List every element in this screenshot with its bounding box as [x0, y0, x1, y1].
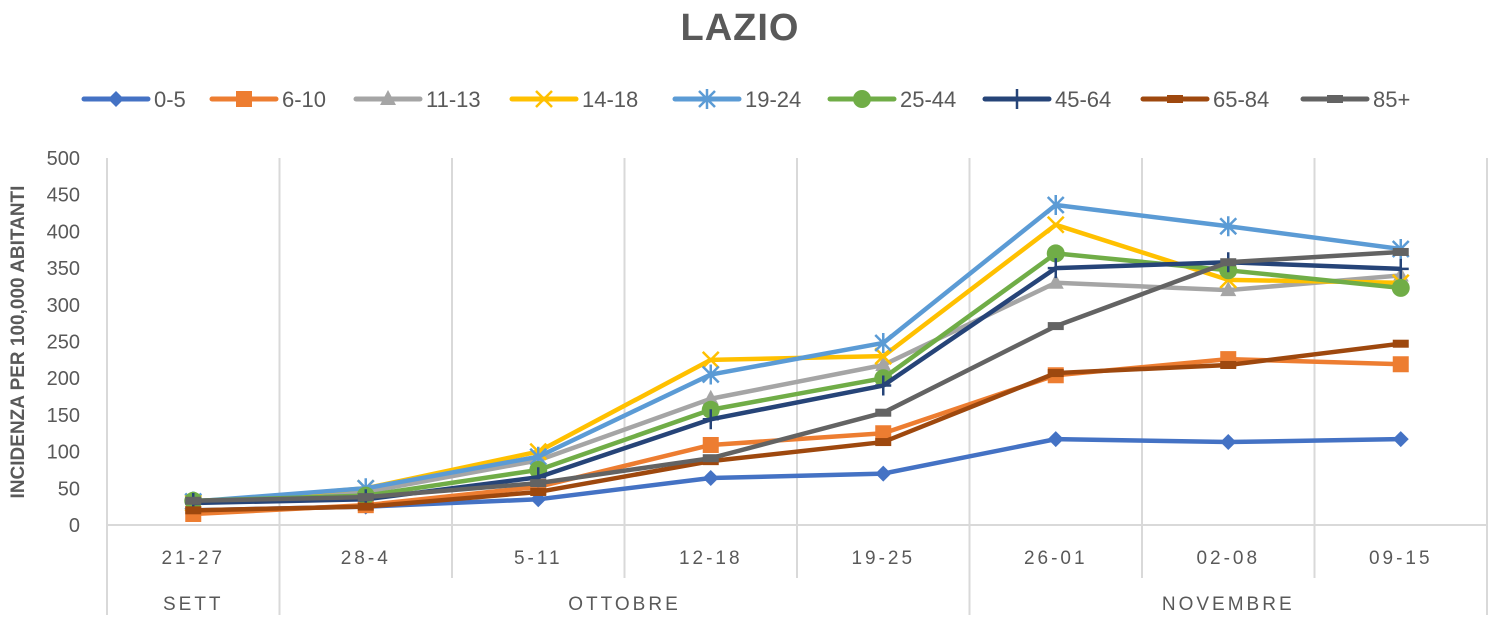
dash-marker — [1220, 360, 1237, 369]
dash-marker — [875, 438, 892, 447]
x-tick-label: 26-01 — [1024, 548, 1088, 569]
legend-item: 6-10 — [209, 87, 326, 112]
x-tick-label: 09-15 — [1369, 548, 1433, 569]
x-group-label: NOVEMBRE — [1162, 594, 1295, 615]
asterisk-marker — [874, 332, 893, 353]
legend-item: 14-18 — [509, 87, 638, 112]
square-marker — [875, 425, 892, 442]
legend-label: 19-24 — [745, 87, 801, 112]
x-tick-label: 12-18 — [679, 548, 743, 569]
dash-marker — [1167, 95, 1183, 103]
triangle-marker — [380, 90, 396, 105]
legend-label: 45-64 — [1055, 87, 1111, 112]
legend-item: 25-44 — [827, 87, 956, 112]
dash-marker — [357, 493, 374, 502]
legend-label: 0-5 — [154, 87, 186, 112]
legend-item: 19-24 — [672, 87, 801, 112]
square-marker — [702, 436, 719, 453]
dash-marker — [530, 479, 547, 488]
triangle-marker — [875, 355, 892, 371]
series-line — [193, 249, 1401, 504]
dash-marker — [1392, 247, 1409, 256]
legend-item: 11-13 — [353, 87, 481, 112]
diamond-marker — [108, 91, 124, 107]
legend-item: 65-84 — [1140, 87, 1269, 112]
legend-label: 65-84 — [1213, 87, 1269, 112]
y-tick-label: 50 — [58, 478, 80, 500]
dash-marker — [1220, 258, 1237, 267]
triangle-marker — [1220, 281, 1237, 297]
triangle-marker — [702, 389, 719, 405]
chart-title: LAZIO — [681, 7, 800, 49]
dash-marker — [1047, 322, 1064, 331]
y-tick-label: 150 — [47, 405, 80, 427]
diamond-marker — [1220, 434, 1237, 451]
x-tick-label: 5-11 — [514, 548, 563, 569]
y-tick-label: 300 — [47, 295, 80, 317]
plus-marker — [1392, 258, 1409, 279]
legend-label: 14-18 — [582, 87, 638, 112]
circle-marker — [853, 90, 871, 108]
dash-marker — [1327, 95, 1343, 103]
y-tick-label: 100 — [47, 442, 80, 464]
series-85+ — [185, 247, 1409, 505]
diamond-marker — [1392, 431, 1409, 448]
legend-item: 0-5 — [81, 87, 186, 112]
y-tick-label: 500 — [47, 148, 80, 170]
y-tick-label: 400 — [47, 221, 80, 243]
series-line — [193, 341, 1402, 513]
series-line — [193, 202, 1402, 504]
series-line — [193, 273, 1401, 506]
legend-label: 6-10 — [282, 87, 326, 112]
asterisk-marker — [1219, 216, 1238, 237]
y-tick-label: 200 — [47, 368, 80, 390]
asterisk-marker — [1046, 194, 1065, 215]
asterisk-marker — [698, 89, 716, 109]
plus-marker — [875, 375, 892, 396]
triangle-marker — [1047, 273, 1064, 289]
y-tick-label: 250 — [47, 332, 80, 354]
legend-item: 45-64 — [982, 87, 1111, 112]
square-marker — [1392, 356, 1409, 373]
diamond-marker — [875, 465, 892, 482]
x-tick-label: 19-25 — [851, 548, 915, 569]
x-group-label: SETT — [163, 594, 224, 615]
x-group-label: OTTOBRE — [568, 594, 681, 615]
x-marker — [1046, 215, 1065, 234]
x-tick-label: 02-08 — [1196, 548, 1260, 569]
legend-label: 25-44 — [900, 87, 956, 112]
legend-label: 85+ — [1373, 87, 1410, 112]
plus-marker — [702, 409, 719, 430]
y-tick-label: 350 — [47, 258, 80, 280]
circle-marker — [1046, 244, 1065, 263]
dash-marker — [1047, 369, 1064, 378]
y-tick-label: 450 — [47, 185, 80, 207]
y-tick-label: 0 — [69, 515, 80, 537]
y-axis-label: INCIDENZA PER 100,000 ABITANTI — [8, 186, 29, 499]
asterisk-marker — [701, 364, 720, 385]
circle-marker — [1391, 278, 1410, 297]
dash-marker — [185, 496, 202, 505]
legend-item: 85+ — [1300, 87, 1410, 112]
dash-marker — [875, 408, 892, 417]
series-line — [193, 251, 1401, 504]
x-marker — [701, 350, 720, 369]
plus-marker — [1009, 89, 1025, 109]
dash-marker — [185, 506, 202, 515]
x-tick-label: 28-4 — [341, 548, 391, 569]
plus-marker — [1047, 258, 1064, 279]
diamond-marker — [1047, 431, 1064, 448]
dash-marker — [530, 487, 547, 496]
dash-marker — [1392, 339, 1409, 348]
square-marker — [236, 91, 252, 107]
x-tick-label: 21-27 — [161, 548, 225, 569]
diamond-marker — [702, 470, 719, 487]
dash-marker — [702, 454, 719, 463]
legend-label: 11-13 — [426, 87, 481, 112]
x-marker — [874, 347, 893, 366]
dash-marker — [357, 502, 374, 511]
x-marker — [535, 90, 553, 108]
